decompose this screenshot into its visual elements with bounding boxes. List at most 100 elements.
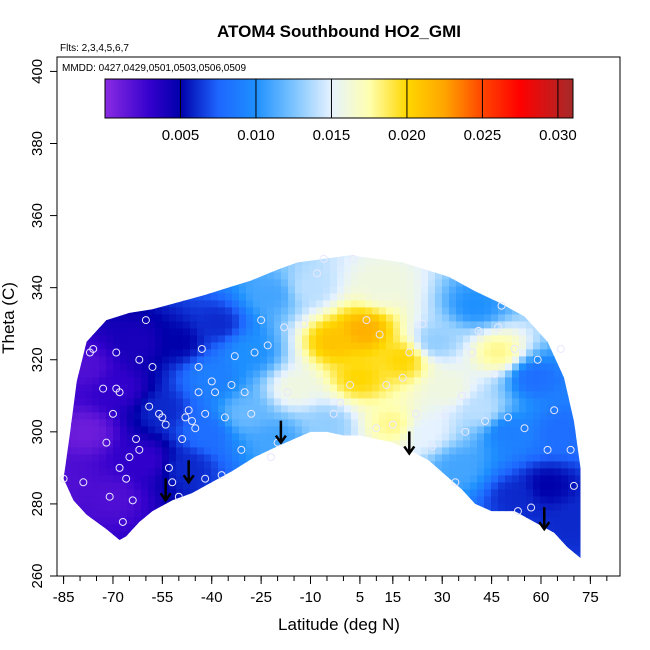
- heatmap-cell: [505, 279, 513, 288]
- heatmap-cell: [323, 531, 331, 540]
- heatmap-cell: [99, 545, 107, 554]
- heatmap-cell: [169, 433, 177, 442]
- heatmap-cell: [505, 307, 513, 316]
- heatmap-cell: [365, 545, 373, 554]
- heatmap-cell: [169, 265, 177, 274]
- heatmap-cell: [92, 559, 100, 567]
- heatmap-cell: [246, 433, 254, 442]
- heatmap-cell: [169, 286, 177, 295]
- heatmap-cell: [575, 314, 581, 323]
- heatmap-cell: [302, 552, 310, 558]
- heatmap-cell: [463, 255, 471, 260]
- heatmap-cell: [204, 272, 212, 281]
- observation-point: [388, 420, 397, 429]
- heatmap-cell: [386, 293, 394, 302]
- heatmap-cell: [253, 307, 261, 316]
- heatmap-cell: [547, 440, 555, 449]
- heatmap-cell: [456, 279, 464, 288]
- heatmap-cell: [351, 335, 359, 344]
- heatmap-cell: [288, 545, 296, 554]
- heatmap-cell: [113, 265, 121, 274]
- heatmap-cell: [169, 412, 177, 421]
- heatmap-cell: [379, 265, 387, 274]
- heatmap-cell: [309, 468, 317, 477]
- heatmap-cell: [540, 552, 548, 558]
- heatmap-cell: [582, 370, 590, 378]
- heatmap-cell: [302, 482, 310, 491]
- heatmap-cell: [568, 461, 576, 470]
- heatmap-cell: [575, 398, 581, 407]
- heatmap-cell: [162, 377, 170, 386]
- heatmap-cell: [225, 489, 233, 498]
- heatmap-cell: [498, 468, 506, 477]
- heatmap-cell: [575, 342, 581, 351]
- heatmap-cell: [99, 517, 107, 526]
- heatmap-cell: [463, 265, 471, 274]
- heatmap-cell: [169, 349, 177, 358]
- heatmap-cell: [295, 307, 303, 316]
- heatmap-cell: [421, 405, 429, 414]
- heatmap-cell: [400, 510, 408, 519]
- heatmap-cell: [148, 286, 156, 295]
- heatmap-cell: [435, 538, 443, 547]
- heatmap-cell: [512, 363, 520, 372]
- heatmap-cell: [505, 293, 513, 302]
- heatmap-cell: [477, 489, 485, 498]
- heatmap-cell: [64, 300, 72, 309]
- heatmap-cell: [78, 482, 86, 491]
- heatmap-cell: [414, 419, 422, 428]
- heatmap-cell: [533, 552, 541, 558]
- heatmap-cell: [176, 531, 184, 540]
- heatmap-cell: [407, 363, 415, 372]
- heatmap-cell: [141, 468, 149, 477]
- heatmap-cell: [519, 447, 527, 456]
- heatmap-cell: [85, 433, 93, 442]
- heatmap-cell: [295, 440, 303, 449]
- heatmap-cell: [575, 566, 583, 574]
- heatmap-cell: [365, 384, 373, 393]
- heatmap-cell: [456, 559, 464, 567]
- heatmap-cell: [414, 503, 422, 512]
- heatmap-cell: [253, 272, 261, 281]
- heatmap-cell: [484, 524, 492, 533]
- heatmap-cell: [519, 356, 527, 365]
- heatmap-cell: [78, 286, 86, 295]
- heatmap-cell: [498, 335, 506, 344]
- heatmap-cell: [239, 349, 247, 358]
- heatmap-cell: [365, 496, 373, 505]
- heatmap-cell: [63, 538, 65, 547]
- heatmap-cell: [120, 538, 128, 547]
- heatmap-cell: [211, 349, 219, 358]
- heatmap-cell: [246, 370, 254, 379]
- heatmap-cell: [78, 363, 86, 372]
- heatmap-cell: [484, 468, 492, 477]
- heatmap-cell: [85, 552, 93, 558]
- heatmap-cell: [358, 510, 366, 519]
- observation-point: [513, 507, 522, 516]
- heatmap-cell: [456, 461, 464, 470]
- heatmap-cell: [498, 566, 506, 574]
- heatmap-cell: [78, 384, 86, 393]
- heatmap-cell: [568, 433, 576, 442]
- heatmap-cell: [407, 468, 415, 477]
- heatmap-cell: [477, 349, 485, 358]
- heatmap-cell: [505, 524, 513, 533]
- heatmap-cell: [183, 255, 191, 260]
- heatmap-cell: [176, 356, 184, 365]
- heatmap-cell: [428, 496, 436, 505]
- heatmap-cell: [414, 440, 422, 449]
- heatmap-cell: [365, 426, 373, 435]
- heatmap-cell: [211, 279, 219, 288]
- heatmap-cell: [106, 279, 114, 288]
- heatmap-cell: [505, 265, 513, 274]
- heatmap-cell: [127, 370, 135, 379]
- heatmap-cell: [575, 370, 581, 379]
- heatmap-cell: [498, 531, 506, 540]
- heatmap-cell: [218, 279, 226, 288]
- heatmap-cell: [344, 356, 352, 365]
- heatmap-cell: [470, 545, 478, 554]
- heatmap-cell: [505, 545, 513, 554]
- heatmap-cell: [484, 538, 492, 547]
- heatmap-cell: [498, 391, 506, 400]
- heatmap-cell: [533, 503, 541, 512]
